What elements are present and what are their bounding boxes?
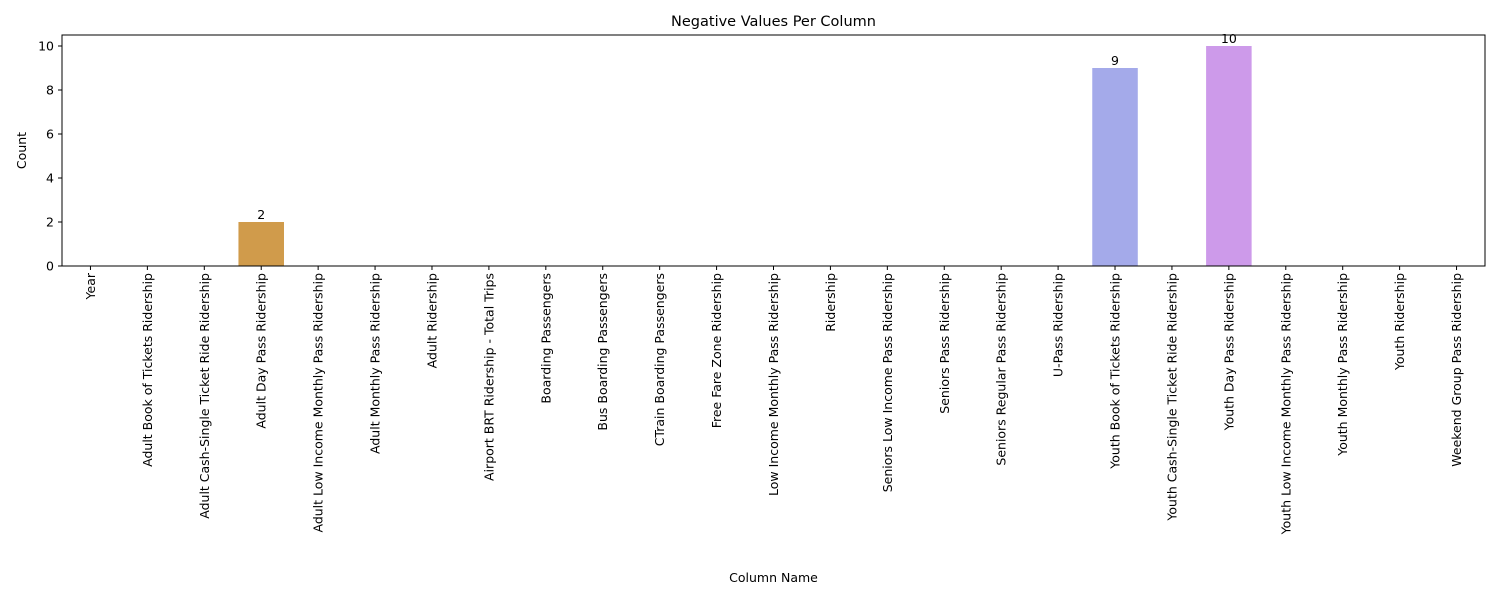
data-label-3: 2 [257,207,265,222]
x-tick-label: Seniors Low Income Pass Ridership [880,273,895,492]
data-label-20: 10 [1221,31,1237,46]
bar-20 [1206,46,1252,266]
x-tick-label: Weekend Group Pass Ridership [1449,273,1464,467]
y-tick-label: 0 [46,259,54,274]
x-tick-label: Youth Ridership [1392,273,1407,371]
bar-3 [238,222,284,266]
y-tick-label: 6 [46,127,54,142]
x-tick-label: Free Fare Zone Ridership [709,273,724,428]
data-labels-group: 2 9 10 [257,31,1237,222]
x-tick-label: Seniors Regular Pass Ridership [994,273,1009,466]
bars-group [238,46,1252,266]
x-tick-label: Low Income Monthly Pass Ridership [766,273,781,496]
y-axis-label: Count [14,132,29,169]
x-tick-label: Youth Cash-Single Ticket Ride Ridership [1164,273,1179,522]
x-tick-label: Adult Ridership [424,273,439,368]
y-tick-label: 4 [46,171,54,186]
x-tick-label: Year [83,272,98,300]
x-tick-label: Ridership [823,273,838,332]
plot-frame [61,34,1486,267]
x-tick-label: Adult Book of Tickets Ridership [140,273,155,467]
x-tick-label: Adult Low Income Monthly Pass Ridership [311,273,326,533]
chart-title: Negative Values Per Column [671,14,876,30]
x-tick-label: Adult Day Pass Ridership [254,273,269,429]
x-tick-label: CTrain Boarding Passengers [652,273,667,446]
x-tick-label: Airport BRT Ridership - Total Trips [481,273,496,481]
y-tick-label: 10 [38,39,54,54]
x-tick-label: Seniors Pass Ridership [937,273,952,414]
x-tick-label: Adult Monthly Pass Ridership [368,273,383,454]
x-axis: Year Adult Book of Tickets Ridership Adult… [83,266,1464,535]
bar-18 [1092,68,1138,266]
x-tick-label: Youth Day Pass Ridership [1221,273,1236,431]
x-tick-label: Youth Monthly Pass Ridership [1335,273,1350,457]
x-tick-label: U-Pass Ridership [1051,273,1066,377]
x-tick-label: Boarding Passengers [538,273,553,404]
x-tick-label: Adult Cash-Single Ticket Ride Ridership [197,273,212,519]
y-axis: 0 2 4 6 8 10 [38,39,62,274]
y-tick-label: 2 [46,215,54,230]
x-tick-label: Youth Book of Tickets Ridership [1108,273,1123,470]
y-tick-label: 8 [46,83,54,98]
x-tick-label: Youth Low Income Monthly Pass Ridership [1278,273,1293,535]
x-tick-label: Bus Boarding Passengers [595,273,610,431]
x-axis-label: Column Name [729,570,818,585]
data-label-18: 9 [1111,53,1119,68]
